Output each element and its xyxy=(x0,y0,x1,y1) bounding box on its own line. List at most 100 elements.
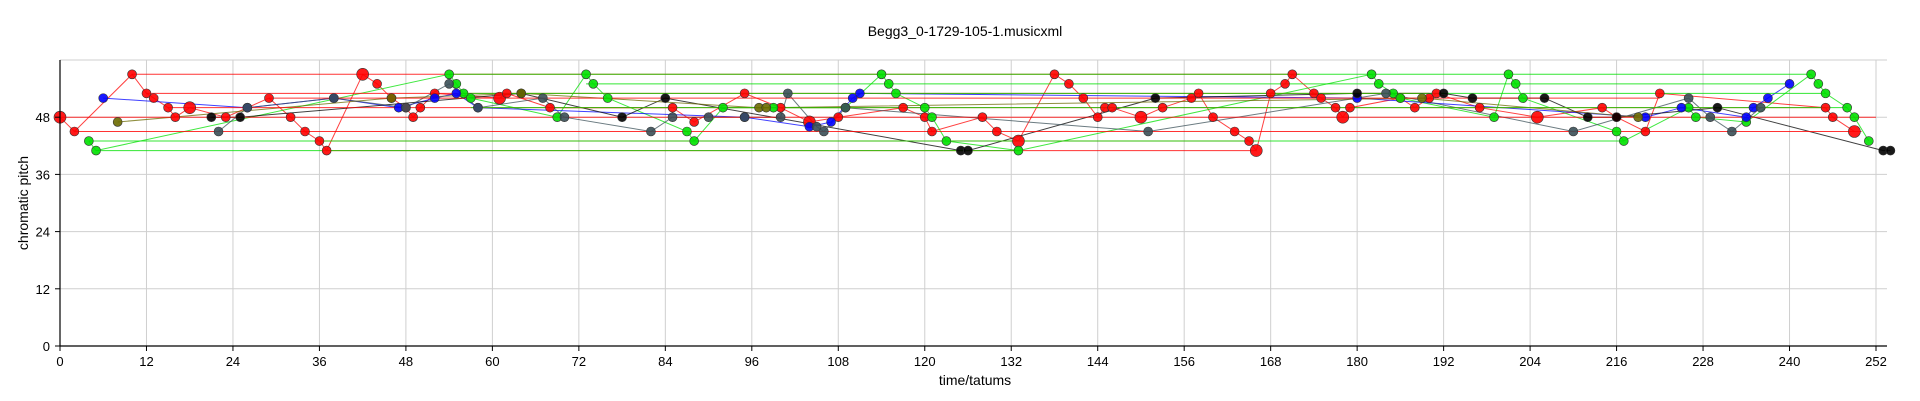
x-tick-label: 84 xyxy=(658,354,672,369)
x-tick-label: 132 xyxy=(1000,354,1022,369)
point-slate xyxy=(444,79,454,89)
point-red xyxy=(977,112,988,122)
x-tick-label: 48 xyxy=(399,354,413,369)
point-green xyxy=(84,136,94,146)
point-blue xyxy=(1676,102,1687,113)
point-green xyxy=(689,136,699,146)
point-red xyxy=(1134,110,1148,124)
point-black xyxy=(617,112,627,122)
point-green xyxy=(1373,79,1384,89)
x-tick-label: 60 xyxy=(485,354,499,369)
point-red xyxy=(1640,126,1651,137)
point-black xyxy=(1582,112,1593,122)
point-red xyxy=(183,101,197,114)
point-green xyxy=(1395,93,1406,103)
point-red xyxy=(992,126,1002,137)
point-blue xyxy=(451,88,462,99)
point-slate xyxy=(646,126,656,137)
point-black xyxy=(1539,93,1550,103)
point-green xyxy=(718,102,728,113)
point-red xyxy=(148,93,159,103)
point-red xyxy=(127,69,137,80)
point-red xyxy=(1193,88,1204,99)
x-tick-label: 108 xyxy=(827,354,849,369)
point-green xyxy=(891,88,901,99)
x-tick-label: 180 xyxy=(1346,354,1368,369)
point-green xyxy=(876,69,887,80)
point-red xyxy=(833,112,844,122)
point-slate xyxy=(739,112,750,122)
point-slate xyxy=(473,102,483,113)
x-axis-label: time/tatums xyxy=(939,372,1011,388)
point-red xyxy=(1820,102,1831,113)
x-tick-label: 252 xyxy=(1865,354,1887,369)
point-red xyxy=(1309,88,1319,99)
x-tick-label: 228 xyxy=(1692,354,1714,369)
point-black xyxy=(1712,102,1723,113)
point-red xyxy=(264,93,274,103)
point-red xyxy=(545,102,555,113)
point-red xyxy=(1229,126,1240,137)
point-green xyxy=(1618,136,1629,146)
connecting-lines xyxy=(59,73,1891,152)
point-red xyxy=(163,102,173,113)
x-tick-label: 0 xyxy=(56,354,63,369)
point-red xyxy=(1208,112,1218,122)
point-black xyxy=(206,112,217,122)
point-red xyxy=(739,88,750,99)
point-green xyxy=(602,93,613,103)
point-olive xyxy=(1417,93,1427,103)
point-green xyxy=(1842,102,1852,113)
point-slate xyxy=(703,112,714,122)
point-red xyxy=(1064,79,1074,89)
point-olive xyxy=(1633,112,1643,122)
y-tick-label: 12 xyxy=(36,282,50,297)
point-red xyxy=(285,112,296,122)
point-red xyxy=(141,88,152,99)
point-black xyxy=(660,93,671,103)
point-blue xyxy=(826,117,836,127)
point-slate xyxy=(559,112,570,122)
point-green xyxy=(1806,69,1816,80)
point-slate xyxy=(1705,112,1716,122)
point-green xyxy=(1691,112,1701,122)
point-green xyxy=(1489,112,1499,122)
point-red xyxy=(1280,79,1290,89)
point-slate xyxy=(1381,88,1391,99)
x-tick-label: 96 xyxy=(745,354,759,369)
point-black xyxy=(963,145,973,156)
x-tick-label: 36 xyxy=(312,354,326,369)
point-red xyxy=(1474,102,1485,113)
x-tick-label: 156 xyxy=(1173,354,1195,369)
y-tick-label: 48 xyxy=(36,110,50,125)
point-red xyxy=(1244,136,1254,146)
x-tick-label: 240 xyxy=(1779,354,1801,369)
point-red xyxy=(300,126,310,137)
point-green xyxy=(581,69,591,80)
point-green xyxy=(588,79,599,89)
point-black xyxy=(1352,88,1362,99)
x-tick-label: 216 xyxy=(1606,354,1628,369)
point-red xyxy=(1330,102,1341,113)
x-tick-labels: 0 12 24 36 48 60 72 84 96 108 120 132 144 156 168 180 19… xyxy=(56,354,1886,369)
point-green xyxy=(1510,79,1521,89)
point-black xyxy=(235,112,245,122)
point-red xyxy=(898,102,908,113)
point-red xyxy=(1316,93,1326,103)
point-red xyxy=(1107,102,1117,113)
point-slate xyxy=(329,93,339,103)
point-green xyxy=(919,102,930,113)
point-red xyxy=(1249,144,1263,157)
x-tick-label: 72 xyxy=(572,354,586,369)
point-blue xyxy=(98,93,109,103)
axes xyxy=(55,60,1887,351)
point-green xyxy=(1366,69,1377,80)
point-olive xyxy=(112,117,123,127)
point-red xyxy=(1409,102,1420,113)
point-slate xyxy=(213,126,224,137)
point-slate xyxy=(1683,93,1694,103)
point-red xyxy=(927,126,937,137)
point-green xyxy=(91,145,101,156)
point-red xyxy=(314,136,325,146)
